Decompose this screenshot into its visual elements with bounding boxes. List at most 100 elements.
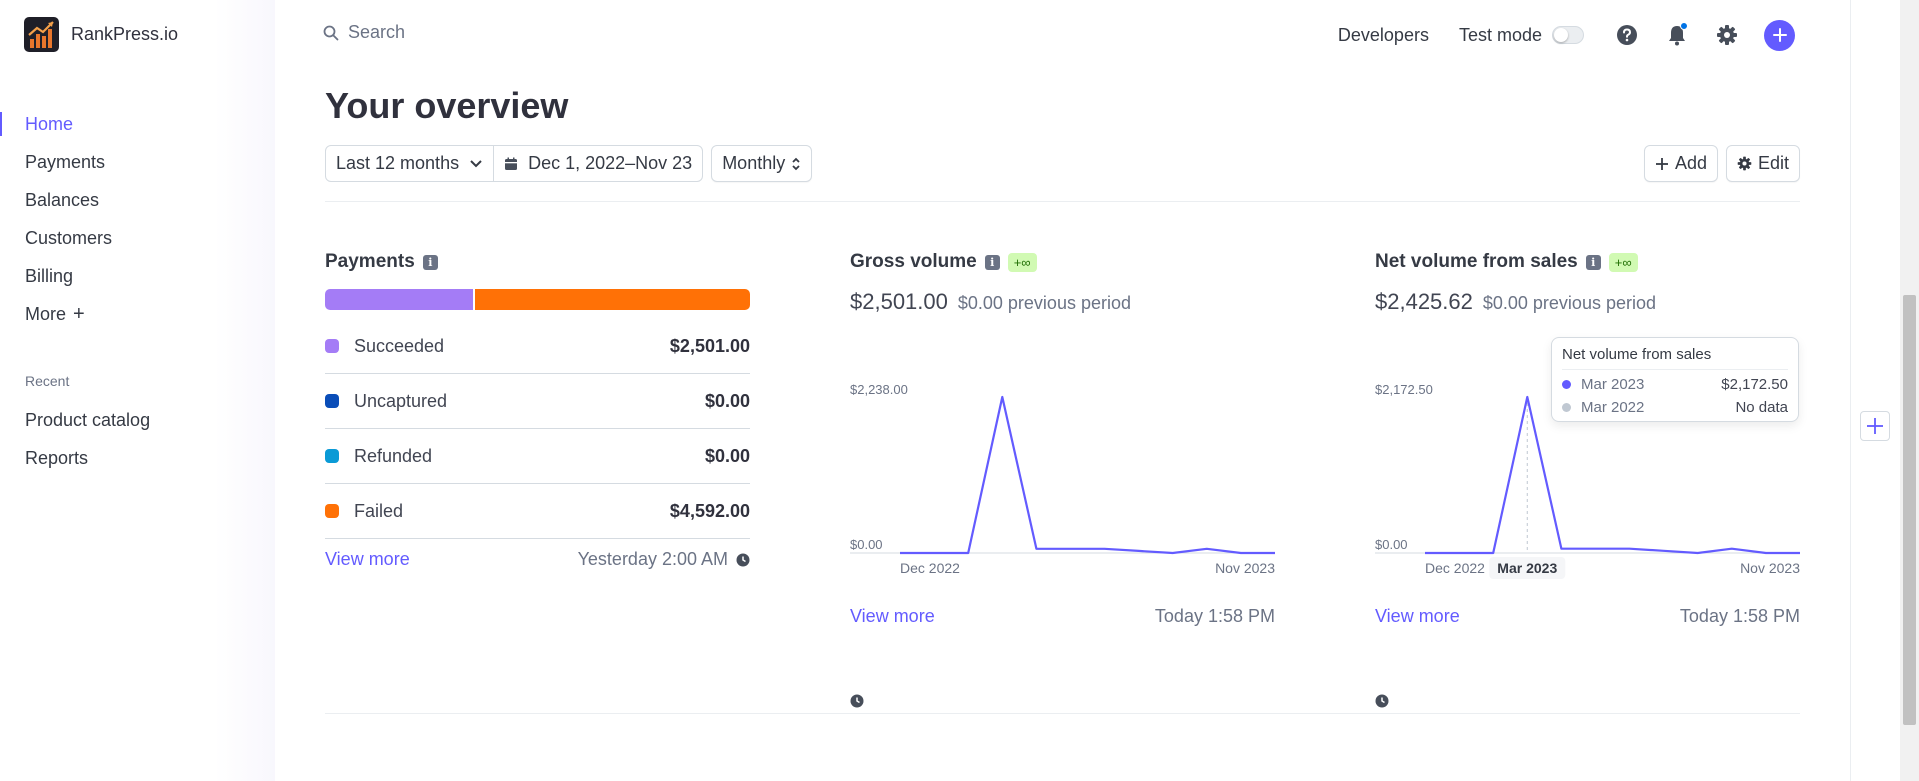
info-icon[interactable]: i — [984, 254, 1000, 270]
range-select[interactable]: Last 12 months — [326, 146, 493, 181]
gross-previous: $0.00 previous period — [957, 293, 1131, 313]
sidebar-item-customers[interactable]: Customers — [0, 219, 275, 257]
failed-segment — [475, 289, 750, 310]
x-tick-label: Mar 2023 — [1497, 560, 1557, 576]
search-input[interactable]: Search — [323, 22, 405, 43]
net-volume-title: Net volume from sales i +∞ — [1375, 251, 1800, 273]
payments-stacked-bar — [325, 289, 750, 310]
payments-footer: View more Yesterday 2:00 AM — [325, 549, 750, 570]
sidebar-item-label: Payments — [25, 151, 106, 172]
chevron-down-icon — [470, 159, 482, 167]
divider — [325, 713, 1800, 714]
side-add-button[interactable] — [1860, 411, 1890, 441]
x-tick-label: Nov 2023 — [1215, 560, 1275, 576]
scrollbar-thumb[interactable] — [1903, 295, 1916, 725]
payments-title: Payments i — [325, 251, 750, 273]
y-tick-label: $2,238.00 — [850, 382, 908, 397]
date-filter-group: Last 12 months Dec 1, 2022–Nov 23 — [325, 145, 704, 182]
toggle-switch[interactable] — [1552, 26, 1584, 44]
gross-volume-card: Gross volume i +∞ $2,501.00 $0.00 previo… — [850, 251, 1275, 708]
row-label: Failed — [354, 500, 404, 521]
change-badge: +∞ — [1007, 252, 1037, 272]
sidebar-item-label: Customers — [25, 227, 113, 248]
developers-link[interactable]: Developers — [1337, 24, 1429, 45]
plus-icon — [1655, 157, 1668, 170]
divider — [325, 201, 1800, 202]
sidebar-item-reports[interactable]: Reports — [0, 439, 275, 477]
timestamp-text: Today 1:58 PM — [1679, 606, 1800, 626]
test-mode-label: Test mode — [1458, 24, 1542, 45]
tooltip-label: Mar 2023 — [1581, 376, 1645, 393]
search-placeholder: Search — [348, 22, 406, 42]
create-button[interactable] — [1764, 19, 1795, 51]
net-amounts: $2,425.62 $0.00 previous period — [1375, 289, 1800, 315]
interval-select[interactable]: Monthly — [711, 145, 813, 182]
updated-timestamp: Yesterday 2:00 AM — [578, 549, 750, 570]
gear-icon — [1737, 156, 1752, 171]
x-tick-label: Dec 2022 — [900, 560, 960, 576]
net-volume-chart[interactable]: $2,172.50 $0.00 Dec 2022 Mar 2023 Nov 2023 — [1375, 339, 1800, 579]
add-button[interactable]: Add — [1643, 145, 1718, 182]
page-title: Your overview — [325, 85, 569, 126]
sidebar-item-label: Product catalog — [25, 409, 151, 430]
legend-dot — [1562, 380, 1571, 389]
add-label: Add — [1674, 153, 1707, 173]
gear-icon — [1717, 25, 1737, 45]
view-more-link[interactable]: View more — [850, 606, 935, 626]
sidebar: RankPress.io Home Payments Balances Cust… — [0, 0, 275, 781]
net-volume-card: Net volume from sales i +∞ $2,425.62 $0.… — [1375, 251, 1800, 708]
gross-volume-chart[interactable]: $2,238.00 $0.00 Dec 2022 Nov 2023 — [850, 339, 1275, 579]
card-title-text: Payments — [325, 251, 415, 272]
updated-timestamp: Today 1:58 PM — [1375, 606, 1800, 708]
chevron-up-down-icon — [792, 157, 800, 170]
change-badge: +∞ — [1608, 252, 1638, 272]
x-tick-highlight — [1489, 557, 1566, 579]
card-title-text: Net volume from sales — [1375, 251, 1578, 272]
sidebar-item-label: Billing — [25, 265, 74, 286]
settings-button[interactable] — [1714, 22, 1740, 48]
clock-icon — [736, 553, 750, 566]
chart-tooltip: Net volume from sales Mar 2023 $2,172.50… — [1551, 337, 1799, 422]
payments-breakdown: Succeeded $2,501.00 Uncaptured $0.00 Ref… — [325, 319, 750, 539]
header-actions: Developers Test mode — [1338, 18, 1795, 52]
date-range-picker[interactable]: Dec 1, 2022–Nov 23 — [493, 146, 702, 181]
gross-amount: $2,501.00 — [850, 289, 948, 314]
succeeded-segment — [325, 289, 476, 310]
tooltip-row: Mar 2022 No data — [1562, 399, 1788, 416]
gross-volume-title: Gross volume i +∞ — [850, 251, 1275, 273]
updated-timestamp: Today 1:58 PM — [850, 606, 1275, 708]
sidebar-item-label: More — [25, 303, 67, 324]
sidebar-item-billing[interactable]: Billing — [0, 257, 275, 295]
plus-icon: + — [73, 302, 85, 325]
edit-button[interactable]: Edit — [1725, 145, 1800, 182]
sidebar-item-home[interactable]: Home — [0, 105, 275, 143]
range-label: Last 12 months — [336, 153, 460, 173]
net-previous: $0.00 previous period — [1482, 293, 1656, 313]
net-footer: View more Today 1:58 PM — [1375, 606, 1800, 708]
series-line — [1425, 395, 1800, 555]
view-more-link[interactable]: View more — [325, 549, 410, 569]
tooltip-value: No data — [1735, 399, 1788, 416]
help-button[interactable] — [1614, 22, 1640, 48]
sidebar-item-payments[interactable]: Payments — [0, 143, 275, 181]
x-tick-label: Dec 2022 — [1425, 560, 1485, 576]
payments-row-uncaptured: Uncaptured $0.00 — [325, 374, 750, 429]
sidebar-item-more[interactable]: More + — [0, 295, 275, 333]
sidebar-item-balances[interactable]: Balances — [0, 181, 275, 219]
test-mode-toggle[interactable]: Test mode — [1459, 25, 1584, 46]
info-icon[interactable]: i — [422, 254, 438, 270]
view-more-link[interactable]: View more — [1375, 606, 1460, 626]
notifications-button[interactable] — [1664, 22, 1690, 48]
info-icon[interactable]: i — [1585, 254, 1601, 270]
net-amount: $2,425.62 — [1375, 289, 1473, 314]
row-value: $0.00 — [704, 390, 750, 411]
sidebar-item-label: Balances — [25, 189, 100, 210]
search-icon — [323, 25, 339, 40]
brand[interactable]: RankPress.io — [24, 17, 178, 52]
edit-label: Edit — [1757, 153, 1789, 173]
sidebar-item-label: Home — [25, 113, 74, 134]
sidebar-item-product-catalog[interactable]: Product catalog — [0, 401, 275, 439]
row-label: Uncaptured — [354, 390, 448, 411]
interval-label: Monthly — [722, 153, 786, 173]
card-title-text: Gross volume — [850, 251, 977, 272]
